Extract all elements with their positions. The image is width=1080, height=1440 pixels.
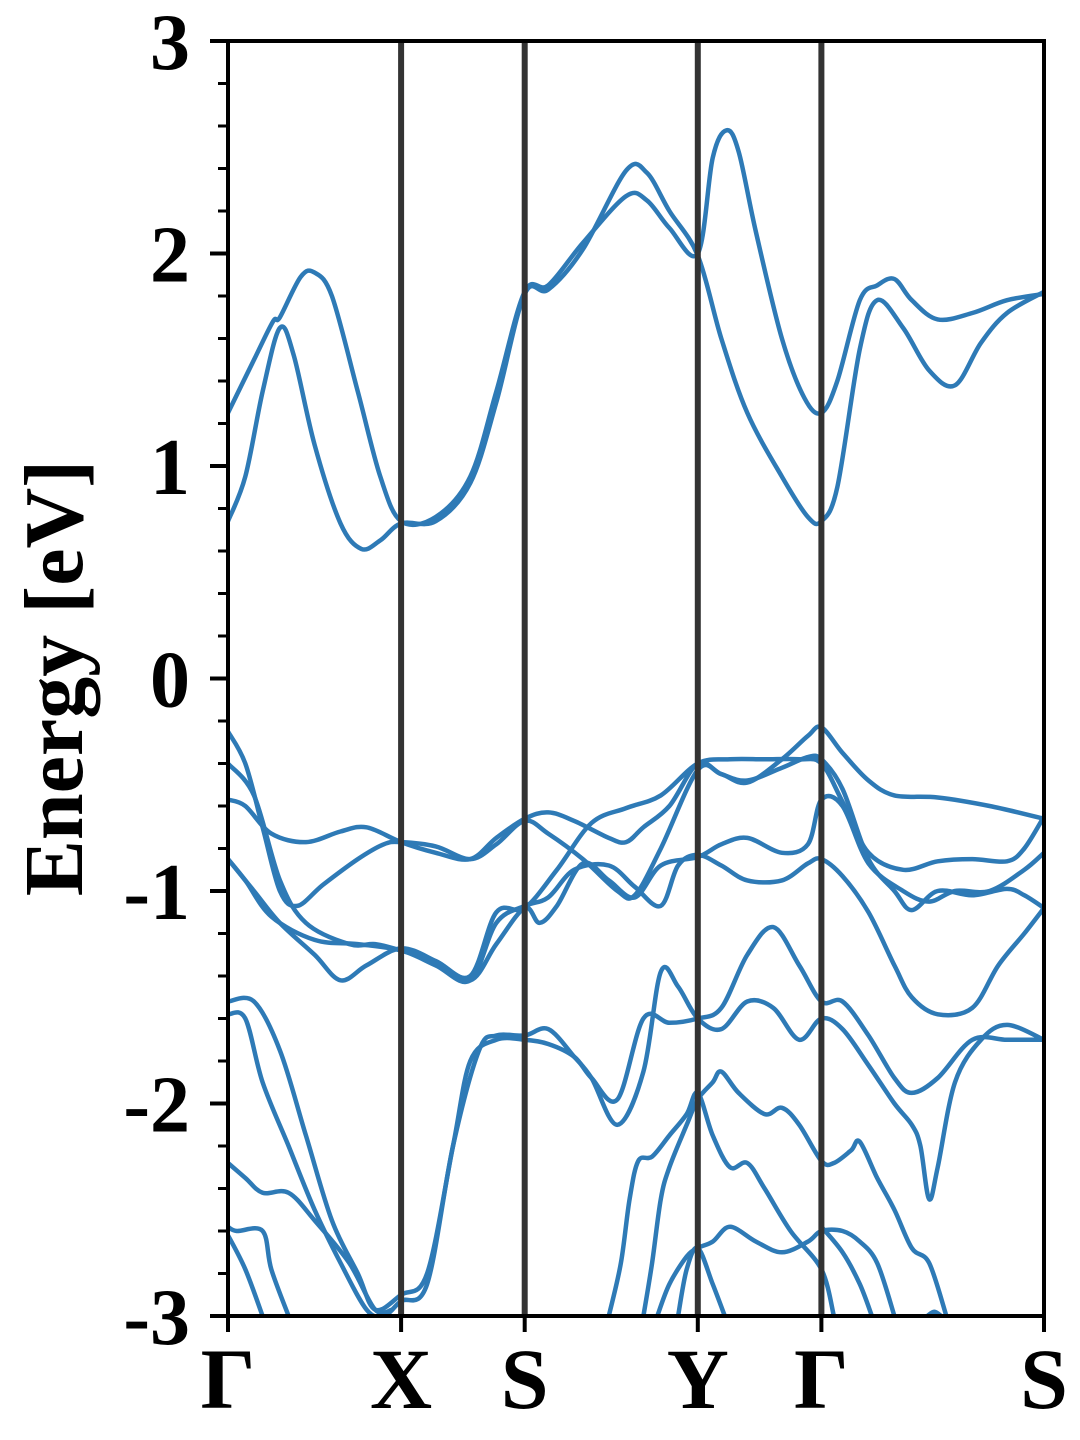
y-tick-label: -1 bbox=[123, 849, 190, 937]
x-tick-label: Γ bbox=[201, 1331, 256, 1427]
band-line-1 bbox=[228, 127, 1044, 528]
x-tick-label: S bbox=[1020, 1331, 1068, 1427]
x-tick-label: S bbox=[501, 1331, 549, 1427]
band-line-11 bbox=[228, 1224, 291, 1316]
high-symmetry-dividers bbox=[398, 41, 825, 1316]
band-line-14 bbox=[641, 1069, 949, 1316]
y-tick-label: 2 bbox=[150, 212, 190, 300]
band-line-3 bbox=[228, 724, 1044, 909]
band-line-15 bbox=[655, 1224, 897, 1316]
y-tick-label: 1 bbox=[150, 424, 190, 512]
band-line-5 bbox=[228, 753, 1044, 913]
band-lines bbox=[228, 127, 1044, 1316]
x-tick-label: Y bbox=[667, 1331, 729, 1427]
plot-frame bbox=[226, 39, 1046, 1318]
band-line-2 bbox=[228, 161, 1044, 552]
band-line-12 bbox=[228, 1233, 265, 1316]
y-tick-label: 3 bbox=[150, 0, 190, 87]
band-line-6 bbox=[228, 793, 1044, 983]
y-tick-label: -3 bbox=[123, 1274, 190, 1362]
x-tick-label: Γ bbox=[794, 1331, 849, 1427]
band-line-9 bbox=[228, 964, 1044, 1316]
y-axis-label: Energy [eV] bbox=[8, 460, 101, 896]
band-line-7 bbox=[228, 852, 1044, 1018]
y-tick-label: -2 bbox=[123, 1062, 190, 1150]
band-line-10 bbox=[228, 1160, 395, 1316]
x-tick-label: X bbox=[370, 1331, 432, 1427]
y-tick-label: 0 bbox=[150, 637, 190, 725]
band-line-17 bbox=[819, 1224, 875, 1316]
y-axis-ticks: -3 -2 -1 0 1 2 3 bbox=[123, 0, 228, 1362]
